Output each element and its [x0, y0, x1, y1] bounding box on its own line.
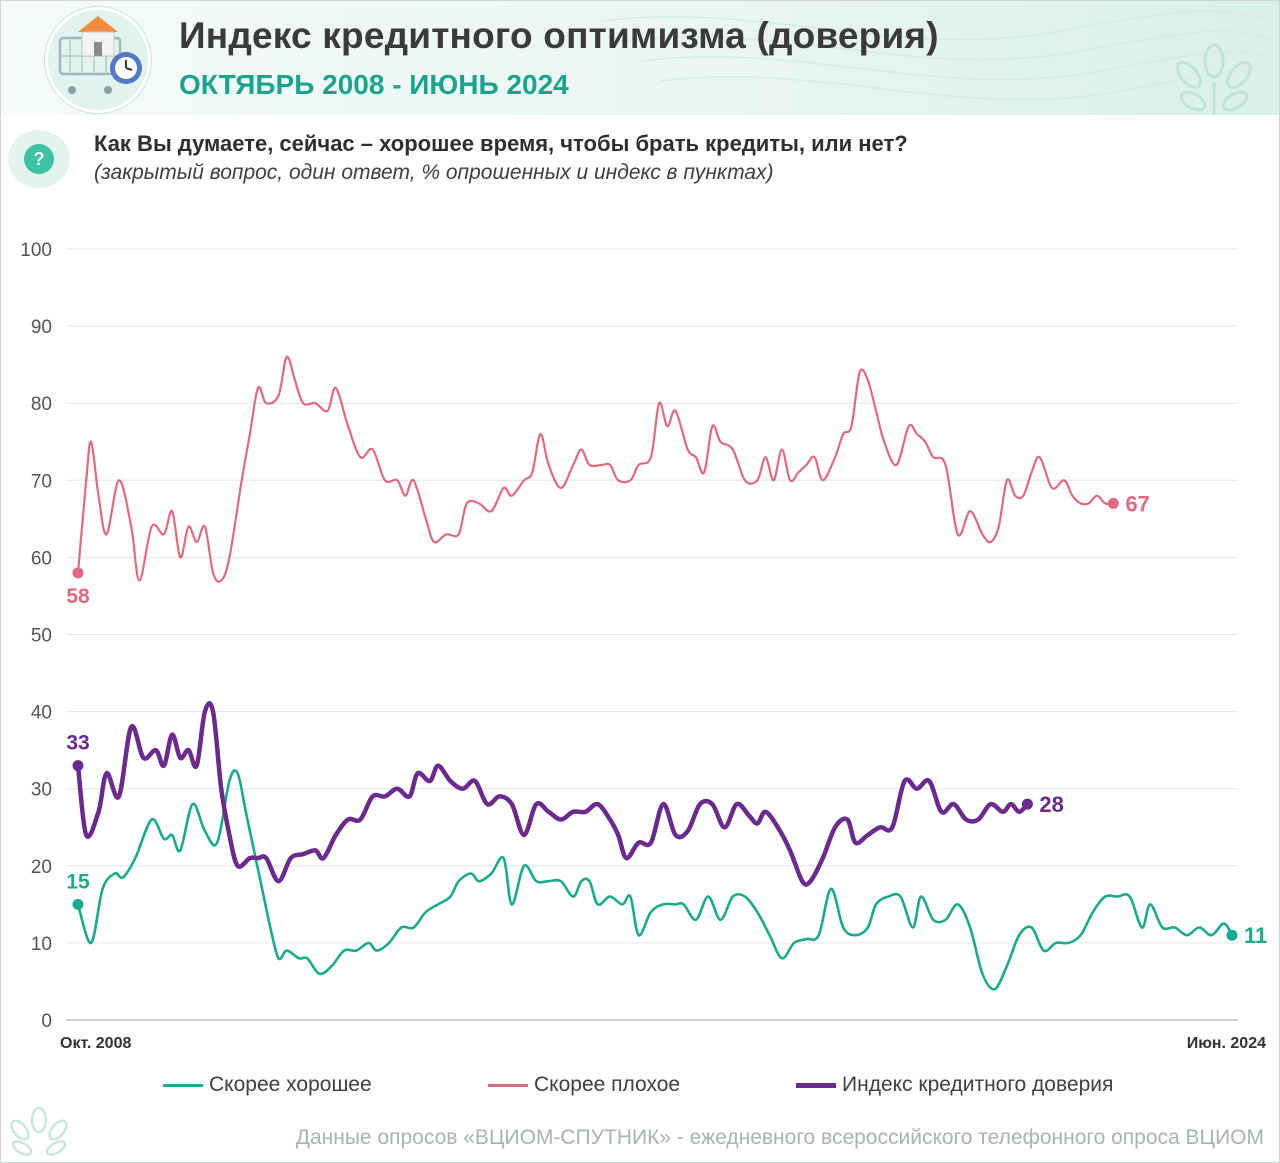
y-tick-label: 90 [31, 317, 52, 338]
series-good-start-label: 15 [66, 870, 90, 893]
legend-label-bad: Скорее плохое [534, 1073, 681, 1096]
series-bad-line [76, 355, 1115, 583]
page-title: Индекс кредитного оптимизма (доверия) [179, 15, 939, 56]
legend-item-index: Индекс кредитного доверия [796, 1070, 1113, 1100]
legend-swatch-bad [488, 1083, 528, 1087]
y-tick-label: 70 [31, 471, 52, 492]
series-bad-start-label: 58 [66, 585, 90, 608]
series-bad-end-label: 67 [1125, 491, 1149, 516]
x-tick-label-start: Окт. 2008 [60, 1035, 131, 1052]
y-tick-label: 60 [31, 548, 52, 569]
legend-item-bad: Скорее плохое [488, 1070, 680, 1100]
series-index-line [75, 701, 1030, 887]
legend-label-index: Индекс кредитного доверия [842, 1073, 1114, 1096]
series-good-end-label: 11 [1244, 923, 1267, 948]
question-icon: ? [8, 130, 70, 188]
series-good-start-point [72, 898, 84, 910]
source-footer: Данные опросов «ВЦИОМ-СПУТНИК» - ежеднев… [295, 1126, 1264, 1149]
y-tick-label: 40 [31, 703, 52, 724]
series-index: 33 28 [66, 701, 1064, 887]
line-chart: 0 10 20 30 40 50 60 70 80 90 100 Окт. 2008 Июн. 2024… [20, 240, 1267, 1052]
series-bad-end-point [1107, 497, 1119, 509]
footer-leaf-icon [10, 1106, 68, 1156]
question-icon-mark: ? [24, 144, 54, 174]
series-index-start-point [72, 760, 84, 772]
x-tick-label-end: Июн. 2024 [1187, 1035, 1266, 1052]
legend-label-good: Скорее хорошее [209, 1073, 372, 1096]
shopping-cart-house-icon [45, 7, 151, 113]
legend-item-good: Скорее хорошее [163, 1070, 372, 1100]
y-tick-label: 100 [20, 240, 52, 261]
series-bad: 58 67 [66, 355, 1150, 608]
page-subtitle: ОКТЯБРЬ 2008 - ИЮНЬ 2024 [179, 69, 569, 100]
y-tick-label: 50 [31, 626, 52, 647]
legend-swatch-index [796, 1082, 836, 1088]
y-tick-label: 0 [41, 1011, 52, 1032]
series-index-end-point [1021, 798, 1033, 810]
y-tick-label: 30 [31, 780, 52, 801]
series-good-line [76, 769, 1234, 991]
y-tick-label: 10 [31, 934, 52, 955]
series-good-end-point [1226, 929, 1238, 941]
survey-question: Как Вы думаете, сейчас – хорошее время, … [94, 131, 908, 156]
y-tick-label: 20 [31, 857, 52, 878]
chart-legend: Скорее хорошее Скорее плохое Индекс кред… [0, 1070, 1280, 1100]
legend-swatch-good [163, 1083, 203, 1087]
survey-question-note: (закрытый вопрос, один ответ, % опрошенн… [94, 161, 774, 184]
y-tick-label: 80 [31, 394, 52, 415]
series-bad-start-point [72, 567, 84, 579]
series-index-end-label: 28 [1039, 792, 1063, 817]
header: Индекс кредитного оптимизма (доверия) ОК… [1, 1, 1279, 115]
header-wave-decoration [600, 10, 1279, 101]
series-index-start-label: 33 [66, 732, 89, 755]
leaf-logo-icon [1176, 43, 1252, 115]
